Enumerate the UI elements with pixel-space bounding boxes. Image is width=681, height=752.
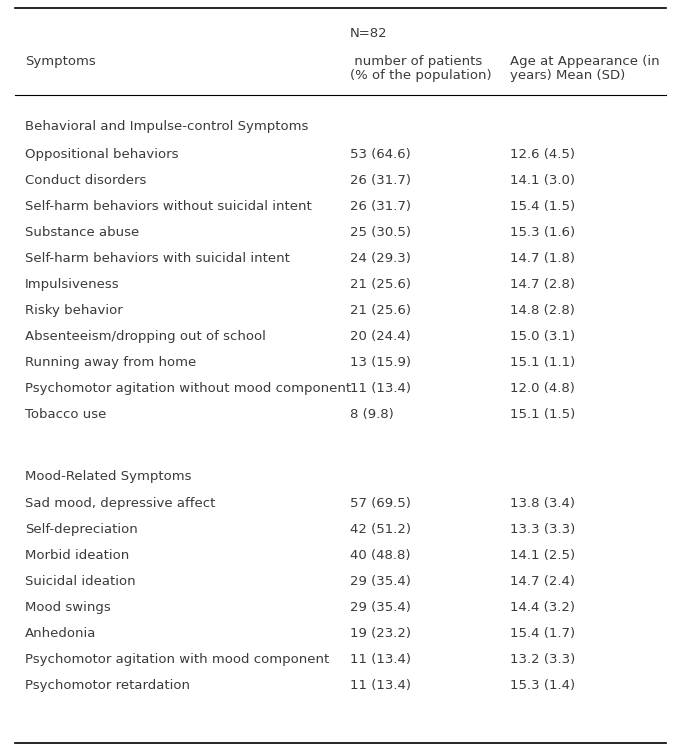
Text: 15.1 (1.5): 15.1 (1.5)	[510, 408, 575, 421]
Text: number of patients: number of patients	[350, 55, 482, 68]
Text: 11 (13.4): 11 (13.4)	[350, 382, 411, 395]
Text: 13.3 (3.3): 13.3 (3.3)	[510, 523, 575, 536]
Text: 29 (35.4): 29 (35.4)	[350, 575, 411, 588]
Text: Behavioral and Impulse-control Symptoms: Behavioral and Impulse-control Symptoms	[25, 120, 308, 133]
Text: Impulsiveness: Impulsiveness	[25, 278, 120, 291]
Text: Running away from home: Running away from home	[25, 356, 196, 369]
Text: Substance abuse: Substance abuse	[25, 226, 139, 239]
Text: 15.4 (1.5): 15.4 (1.5)	[510, 200, 575, 213]
Text: 14.7 (2.4): 14.7 (2.4)	[510, 575, 575, 588]
Text: (% of the population): (% of the population)	[350, 69, 492, 82]
Text: 15.3 (1.4): 15.3 (1.4)	[510, 679, 575, 692]
Text: 29 (35.4): 29 (35.4)	[350, 601, 411, 614]
Text: 13.2 (3.3): 13.2 (3.3)	[510, 653, 575, 666]
Text: 40 (48.8): 40 (48.8)	[350, 549, 411, 562]
Text: Self-harm behaviors with suicidal intent: Self-harm behaviors with suicidal intent	[25, 252, 290, 265]
Text: Symptoms: Symptoms	[25, 55, 96, 68]
Text: 20 (24.4): 20 (24.4)	[350, 330, 411, 343]
Text: Absenteeism/dropping out of school: Absenteeism/dropping out of school	[25, 330, 266, 343]
Text: 53 (64.6): 53 (64.6)	[350, 148, 411, 161]
Text: Oppositional behaviors: Oppositional behaviors	[25, 148, 178, 161]
Text: 15.3 (1.6): 15.3 (1.6)	[510, 226, 575, 239]
Text: Anhedonia: Anhedonia	[25, 627, 97, 640]
Text: 14.1 (3.0): 14.1 (3.0)	[510, 174, 575, 187]
Text: 12.6 (4.5): 12.6 (4.5)	[510, 148, 575, 161]
Text: 57 (69.5): 57 (69.5)	[350, 497, 411, 510]
Text: 21 (25.6): 21 (25.6)	[350, 278, 411, 291]
Text: 26 (31.7): 26 (31.7)	[350, 200, 411, 213]
Text: Suicidal ideation: Suicidal ideation	[25, 575, 136, 588]
Text: 13.8 (3.4): 13.8 (3.4)	[510, 497, 575, 510]
Text: Psychomotor agitation without mood component: Psychomotor agitation without mood compo…	[25, 382, 351, 395]
Text: Morbid ideation: Morbid ideation	[25, 549, 129, 562]
Text: Conduct disorders: Conduct disorders	[25, 174, 146, 187]
Text: 26 (31.7): 26 (31.7)	[350, 174, 411, 187]
Text: Mood-Related Symptoms: Mood-Related Symptoms	[25, 470, 191, 483]
Text: Self-depreciation: Self-depreciation	[25, 523, 138, 536]
Text: Tobacco use: Tobacco use	[25, 408, 106, 421]
Text: 21 (25.6): 21 (25.6)	[350, 304, 411, 317]
Text: N=82: N=82	[350, 27, 387, 40]
Text: Risky behavior: Risky behavior	[25, 304, 123, 317]
Text: 12.0 (4.8): 12.0 (4.8)	[510, 382, 575, 395]
Text: years) Mean (SD): years) Mean (SD)	[510, 69, 625, 82]
Text: 14.8 (2.8): 14.8 (2.8)	[510, 304, 575, 317]
Text: 8 (9.8): 8 (9.8)	[350, 408, 394, 421]
Text: Psychomotor agitation with mood component: Psychomotor agitation with mood componen…	[25, 653, 329, 666]
Text: 11 (13.4): 11 (13.4)	[350, 653, 411, 666]
Text: 15.1 (1.1): 15.1 (1.1)	[510, 356, 575, 369]
Text: 11 (13.4): 11 (13.4)	[350, 679, 411, 692]
Text: Psychomotor retardation: Psychomotor retardation	[25, 679, 190, 692]
Text: Sad mood, depressive affect: Sad mood, depressive affect	[25, 497, 215, 510]
Text: 42 (51.2): 42 (51.2)	[350, 523, 411, 536]
Text: 15.0 (3.1): 15.0 (3.1)	[510, 330, 575, 343]
Text: 14.7 (1.8): 14.7 (1.8)	[510, 252, 575, 265]
Text: 14.1 (2.5): 14.1 (2.5)	[510, 549, 575, 562]
Text: Self-harm behaviors without suicidal intent: Self-harm behaviors without suicidal int…	[25, 200, 312, 213]
Text: 14.4 (3.2): 14.4 (3.2)	[510, 601, 575, 614]
Text: Mood swings: Mood swings	[25, 601, 111, 614]
Text: Age at Appearance (in: Age at Appearance (in	[510, 55, 660, 68]
Text: 14.7 (2.8): 14.7 (2.8)	[510, 278, 575, 291]
Text: 15.4 (1.7): 15.4 (1.7)	[510, 627, 575, 640]
Text: 19 (23.2): 19 (23.2)	[350, 627, 411, 640]
Text: 24 (29.3): 24 (29.3)	[350, 252, 411, 265]
Text: 25 (30.5): 25 (30.5)	[350, 226, 411, 239]
Text: 13 (15.9): 13 (15.9)	[350, 356, 411, 369]
